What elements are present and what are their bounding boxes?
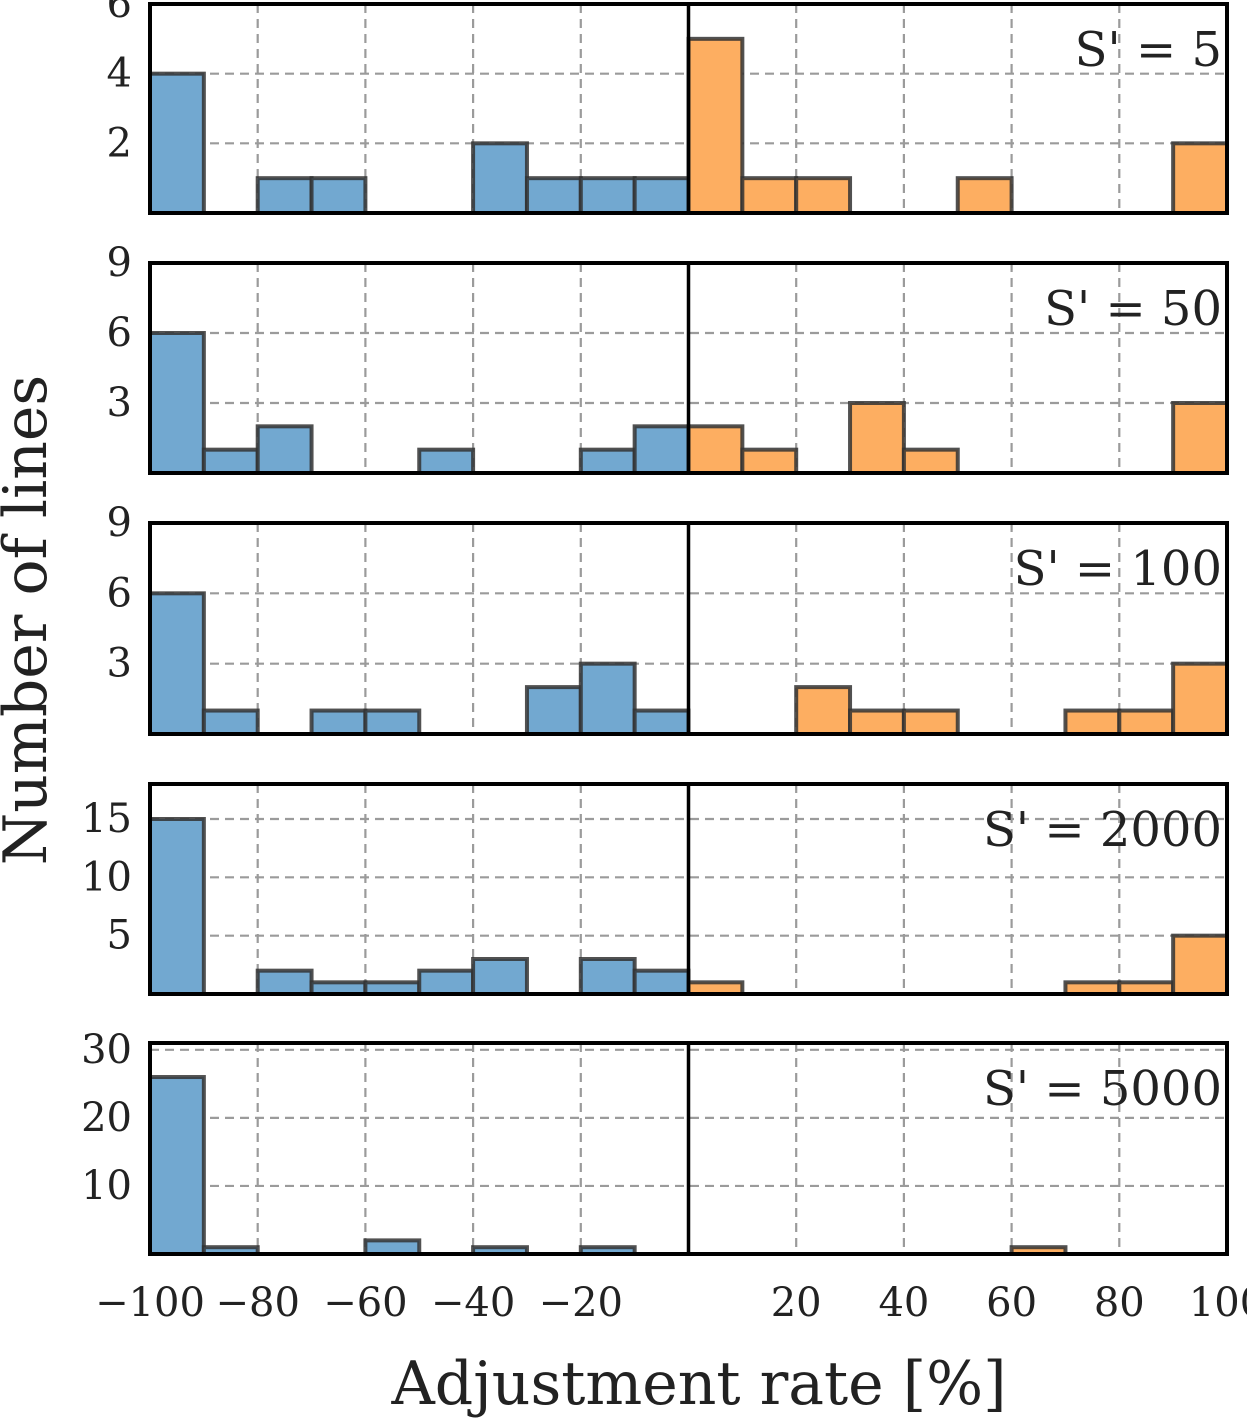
bar-negative	[632, 708, 691, 736]
x-axis-title: Adjustment rate [%]	[390, 1349, 1006, 1419]
x-tick-label: −60	[323, 1280, 407, 1326]
bar-negative	[255, 176, 314, 216]
x-tick-label: 60	[986, 1280, 1037, 1326]
bar-negative	[148, 1075, 206, 1256]
bar-positive	[794, 176, 853, 216]
y-tick-label: 6	[107, 570, 132, 616]
y-tick-label: 9	[107, 240, 132, 286]
x-tick-label: 20	[771, 1280, 822, 1326]
y-tick-label: 15	[81, 796, 132, 842]
x-tick-label: 100	[1189, 1280, 1247, 1326]
bar-negative	[471, 957, 529, 996]
bar-negative	[578, 957, 637, 996]
bar-negative	[255, 968, 314, 997]
bar-negative	[148, 591, 206, 736]
y-tick-label: 30	[81, 1027, 132, 1073]
y-axis-title: Number of lines	[0, 375, 61, 865]
bar-negative	[201, 447, 260, 475]
panel-label: S' = 50	[1044, 281, 1222, 337]
bar-negative	[417, 447, 476, 475]
bar-negative	[632, 176, 691, 216]
bar-negative	[524, 685, 583, 736]
bar-negative	[309, 176, 368, 216]
x-tick-label: −80	[215, 1280, 299, 1326]
bar-positive	[848, 708, 906, 736]
panel-2: 3 6 9 S' = 50	[107, 240, 1230, 476]
panel-label: S' = 100	[1014, 541, 1222, 597]
bar-negative	[255, 424, 314, 476]
y-tick-label: 20	[81, 1095, 132, 1141]
bar-positive	[1171, 401, 1230, 475]
bar-positive	[1171, 661, 1230, 737]
bar-positive	[740, 176, 799, 216]
panel-3: 3 6 9 S' = 100	[107, 500, 1230, 737]
y-tick-label: 6	[107, 310, 132, 356]
x-tick-label: −20	[539, 1280, 623, 1326]
bar-negative	[578, 447, 637, 475]
bar-positive	[740, 447, 799, 475]
panel-label: S' = 2000	[983, 802, 1222, 858]
panels-group: 2 4 6 S' = 5 3 6 9 S' = 50 3 6 9 S' = 100 5 10 15 S' = …	[81, 0, 1230, 1257]
bar-positive	[1171, 141, 1230, 215]
panel-5: 10 20 30 S' = 5000	[81, 1027, 1229, 1257]
panel-label: S' = 5000	[983, 1061, 1222, 1117]
bar-negative	[363, 708, 422, 736]
bar-positive	[901, 447, 960, 475]
bar-negative	[148, 817, 206, 996]
y-tick-label: 6	[107, 0, 132, 27]
x-tick-label: −100	[95, 1280, 205, 1326]
y-tick-label: 4	[107, 51, 132, 97]
bar-negative	[148, 331, 206, 475]
y-tick-label: 3	[107, 641, 132, 687]
panel-frame	[148, 2, 1229, 215]
panel-frame	[148, 261, 1229, 475]
y-tick-label: 10	[81, 1163, 132, 1209]
y-tick-label: 9	[107, 500, 132, 546]
panel-frame	[148, 782, 1229, 996]
x-tick-labels: −100−80 −60 −40 −20 20 40 60 80 100	[95, 1280, 1247, 1326]
y-tick-label: 5	[107, 913, 132, 959]
bar-positive	[1171, 933, 1230, 997]
bar-positive	[686, 36, 745, 216]
bar-negative	[578, 176, 637, 216]
y-tick-label: 3	[107, 380, 132, 426]
x-tick-label: −40	[431, 1280, 515, 1326]
bar-positive	[848, 401, 906, 475]
bar-negative	[578, 661, 637, 737]
bar-negative	[148, 71, 206, 215]
bar-negative	[632, 424, 691, 476]
bar-negative	[471, 141, 529, 215]
bar-positive	[794, 685, 853, 736]
bar-negative	[632, 968, 691, 997]
panel-frame	[148, 521, 1229, 736]
bar-positive	[1063, 708, 1122, 736]
bar-negative	[417, 968, 476, 997]
x-tick-label: 80	[1094, 1280, 1145, 1326]
bar-positive	[955, 176, 1014, 216]
bar-positive	[901, 708, 960, 736]
x-tick-label: 40	[878, 1280, 929, 1326]
bar-negative	[363, 1238, 422, 1256]
bar-positive	[1117, 708, 1176, 736]
bar-negative	[309, 708, 368, 736]
panel-4: 5 10 15 S' = 2000	[81, 782, 1230, 997]
bar-negative	[201, 708, 260, 736]
bar-negative	[524, 176, 583, 216]
bar-positive	[686, 424, 745, 476]
y-tick-label: 10	[81, 854, 132, 900]
y-tick-label: 2	[107, 120, 132, 166]
panel-label: S' = 5	[1075, 22, 1222, 78]
panel-frame	[148, 1041, 1229, 1256]
panel-1: 2 4 6 S' = 5	[107, 0, 1230, 216]
